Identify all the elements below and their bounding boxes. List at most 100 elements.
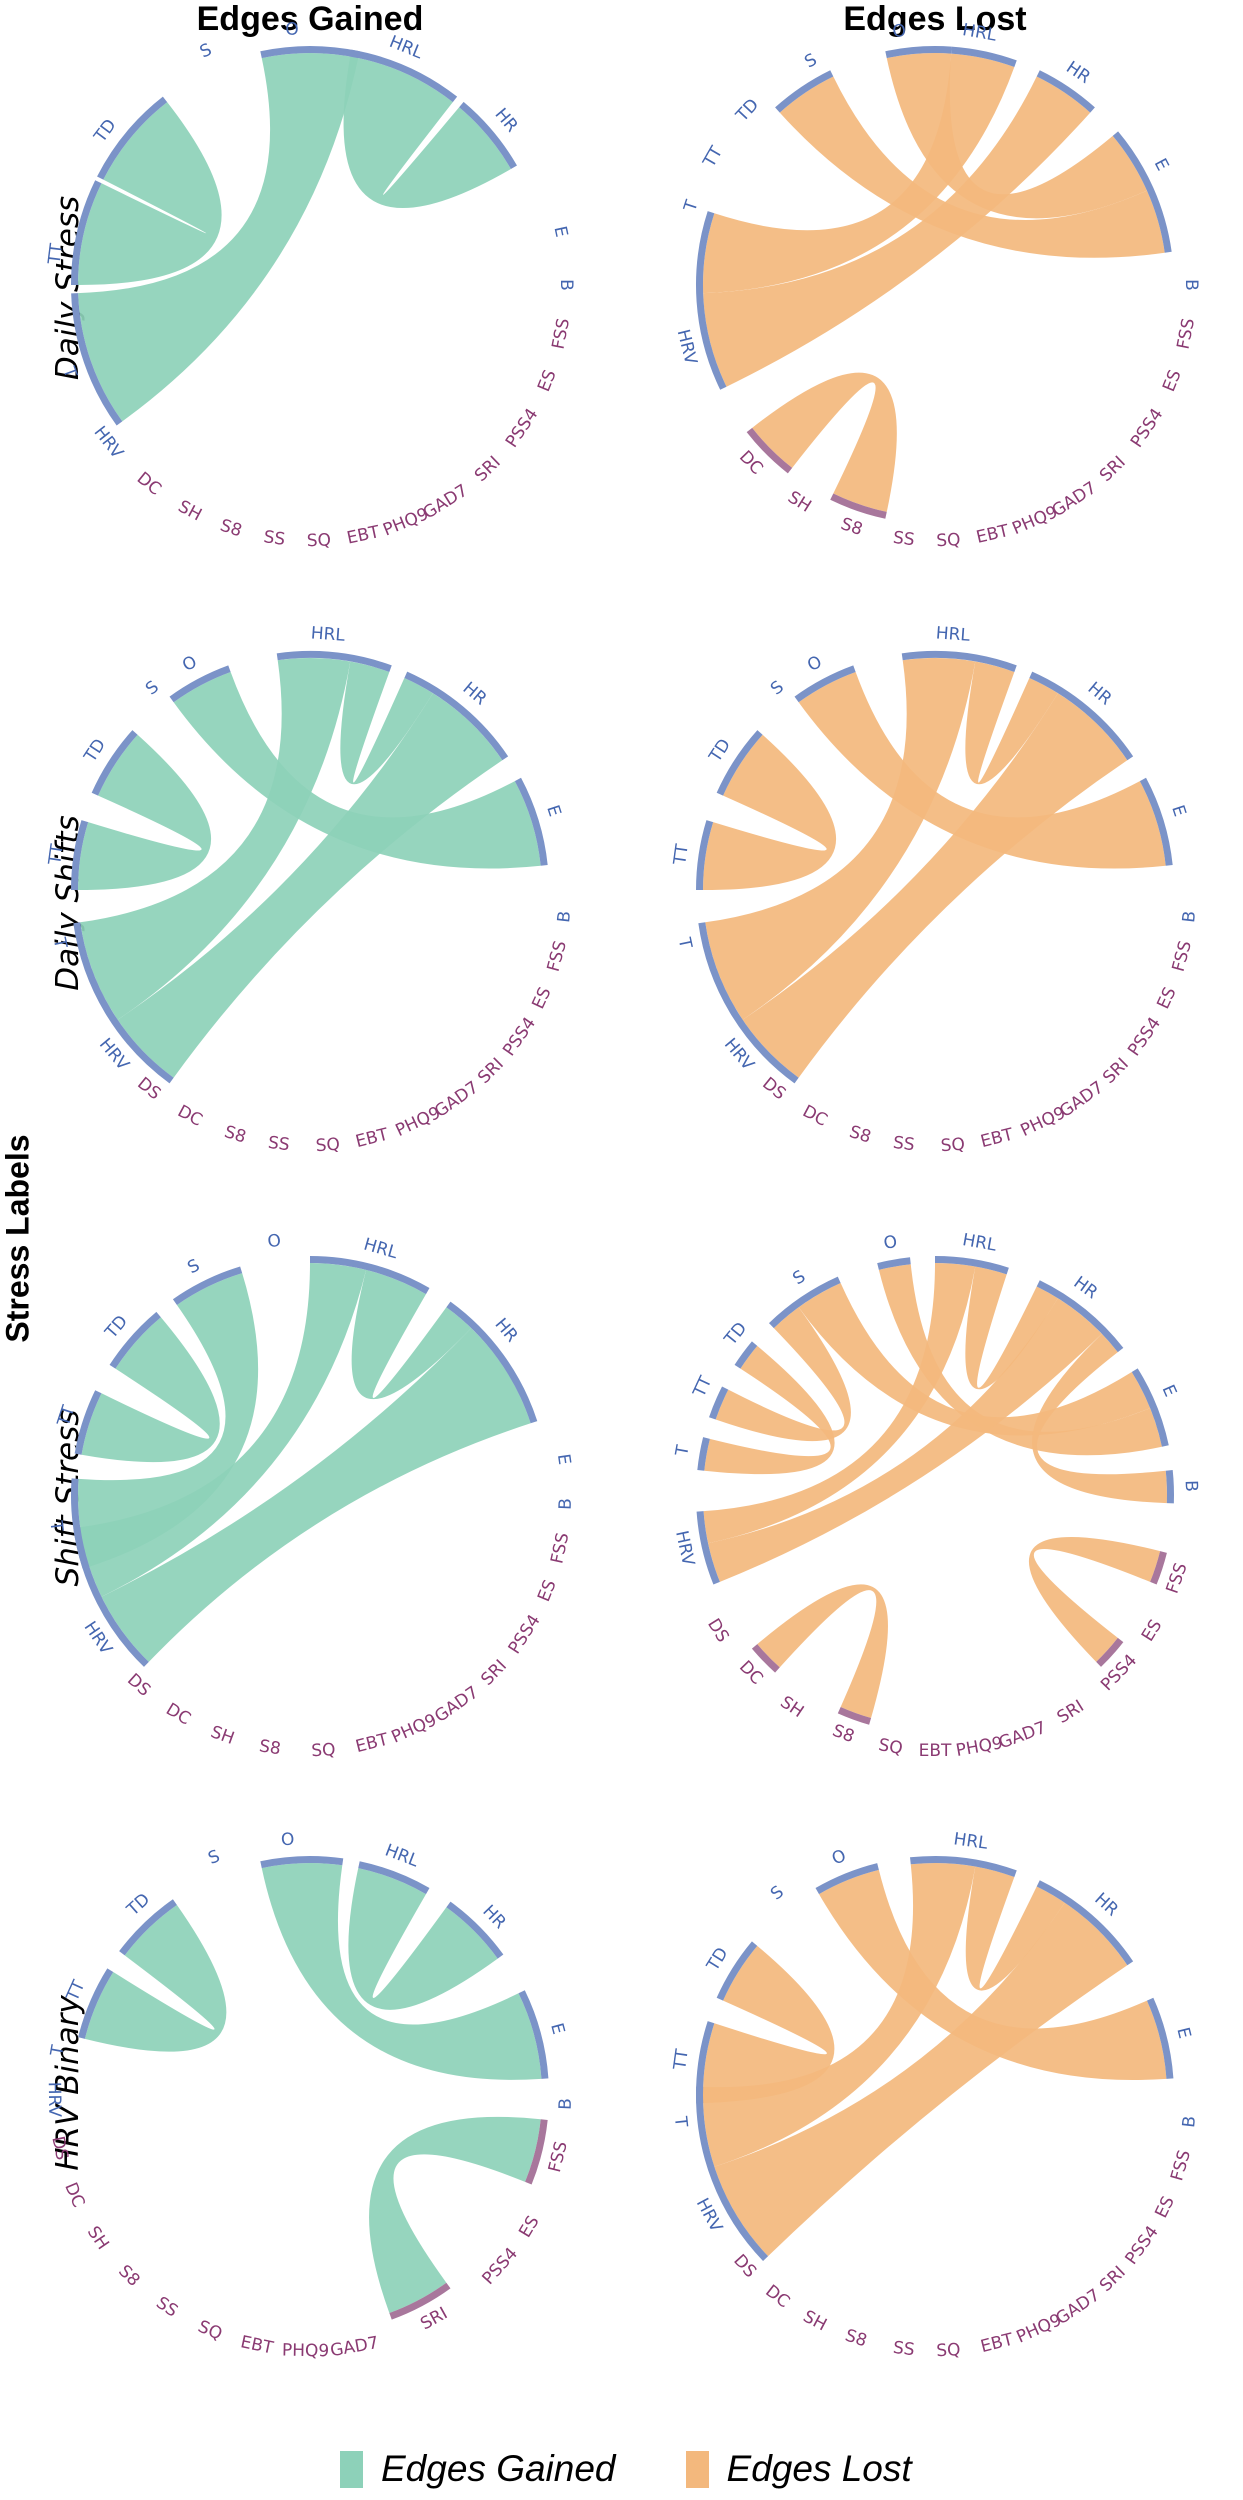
node-label-s8: S8 [847,1122,874,1147]
chord-HRL-HR [965,661,1058,785]
node-arc-hr [446,1301,538,1424]
node-arc-hr [446,1901,504,1959]
node-label-sq: SQ [307,530,332,551]
node-label-hrv: HRV [90,423,128,463]
node-label-tt: TT [670,2047,693,2072]
node-label-es: ES [515,2212,543,2241]
node-label-ebt: EBT [354,1730,391,1757]
chord-diagram-daily-shifts-edges-gained: OHRLHREBFSSESPSS4SRIGAD7PHQ9EBTSQSSS8DCD… [45,623,575,1156]
legend-label-gained: Edges Gained [381,2448,616,2489]
node-label-sh: SH [83,2223,113,2254]
node-label-sq: SQ [936,530,961,551]
node-label-es: ES [1159,367,1186,394]
node-arc-hrl [276,651,392,672]
node-label-ds: DS [133,1074,164,1105]
chord-DC-S8 [752,372,897,512]
node-label-ss: SS [152,2293,181,2322]
chord-FSS-SRI [369,2116,541,2314]
node-arc-o [260,1856,344,1869]
node-label-s: S [801,50,820,73]
node-label-tt: TT [689,1373,716,1401]
chord-O-E [819,1869,1167,2081]
node-label-pss4: PSS4 [502,405,542,452]
node-label-ebt: EBT [345,522,382,549]
node-label-fss: FSS [1174,317,1200,351]
chord-HRL-HRV [80,1263,367,1597]
node-label-hrl: HRL [961,20,999,46]
node-label-sri: SRI [1099,1054,1133,1088]
node-label-hrv: HRV [673,327,701,366]
node-label-ds: DS [47,2134,72,2162]
node-label-hr: HR [491,1315,522,1347]
chord-diagram-daily-stress-edges-lost: O HRLHREBFSSESPSS4SRIGAD7PHQ9EBTSQSSS8SHD… [673,20,1201,551]
node-label-s8: S8 [830,1721,857,1747]
node-arc-hrv [698,922,799,1084]
node-label-fss: FSS [547,1531,573,1566]
node-label-hr: HR [1062,58,1094,88]
node-arc-hrl [901,651,1017,672]
node-label-b: B [1181,279,1201,291]
node-label-phq9: PHQ9 [393,1103,444,1141]
chord-HR-HRV [742,693,1128,1078]
node-arc-dc [751,1644,780,1673]
node-label-hr: HR [491,105,522,137]
node-label-dc: DC [60,2180,88,2211]
chord-HR-B [1032,1333,1167,1504]
node-label-pss4: PSS4 [1124,1014,1165,1060]
node-label-s: S [789,1267,809,1290]
node-label-phq9: PHQ9 [388,1710,439,1747]
node-label-b: B [1181,1480,1201,1492]
node-arc-e [1146,1997,1174,2079]
node-arc-td [97,96,168,180]
node-label-hrv: HRV [671,1529,698,1568]
node-arc-t [71,293,123,426]
chord-HR-HRV [117,693,503,1078]
node-label-td: TD [80,735,110,766]
node-arc-s8 [837,1706,872,1725]
node-arc-e [1112,131,1172,253]
chord-diagram-daily-stress-edges-gained: OHRLHREBFSSESPSS4SRIGAD7PHQ9EBTSQSSS8SHD… [45,19,576,551]
node-label-t: T [47,2043,69,2058]
chord-O-E [798,671,1166,869]
node-label-sh: SH [800,2307,830,2336]
legend-item-gained: Edges Gained [340,2448,616,2490]
node-label-es: ES [1138,1616,1166,1645]
node-arc-hr [1029,671,1134,761]
node-label-hrl: HRL [935,623,971,645]
node-label-tt: TT [45,842,68,867]
node-arc-hrv [73,1527,149,1667]
chord-O-E [261,1863,542,2080]
node-label-s8: S8 [258,1736,282,1759]
node-arc-s [172,1266,243,1305]
chord-S-T [78,1273,259,1567]
chord-HRL-HR [348,1868,498,2010]
node-label-hr: HR [478,1901,510,1933]
chord-TD-TT [84,1904,227,2052]
node-arc-hr [1036,1880,1134,1966]
node-arc-e [514,777,548,866]
chord-TD-TT [81,1317,220,1463]
chord-DC-S8 [757,1584,888,1719]
node-label-gad7: GAD7 [329,2333,380,2361]
node-arc-td [91,730,138,796]
node-label-pss4: PSS4 [1121,2222,1162,2268]
node-label-sq: SQ [936,2340,961,2361]
node-arc-hrl [951,46,1017,67]
node-label-b: B [556,279,576,291]
node-arc-td [119,1899,177,1956]
node-label-ebt: EBT [979,2330,1016,2357]
node-label-hrl: HRL [952,1829,989,1854]
node-arc-s8 [830,493,887,519]
node-label-sri: SRI [474,1054,508,1088]
node-label-ss: SS [892,528,916,550]
node-label-s8: S8 [222,1122,249,1147]
node-arc-tt [78,1968,114,2039]
chord-HRL-HR [340,661,433,785]
node-label-e: E [553,1453,574,1466]
node-label-o: O [179,652,200,676]
node-label-s: S [767,677,788,699]
chord-TD-T [704,1345,835,1475]
node-label-phq9: PHQ9 [1013,2310,1064,2347]
node-label-s8: S8 [218,516,245,542]
